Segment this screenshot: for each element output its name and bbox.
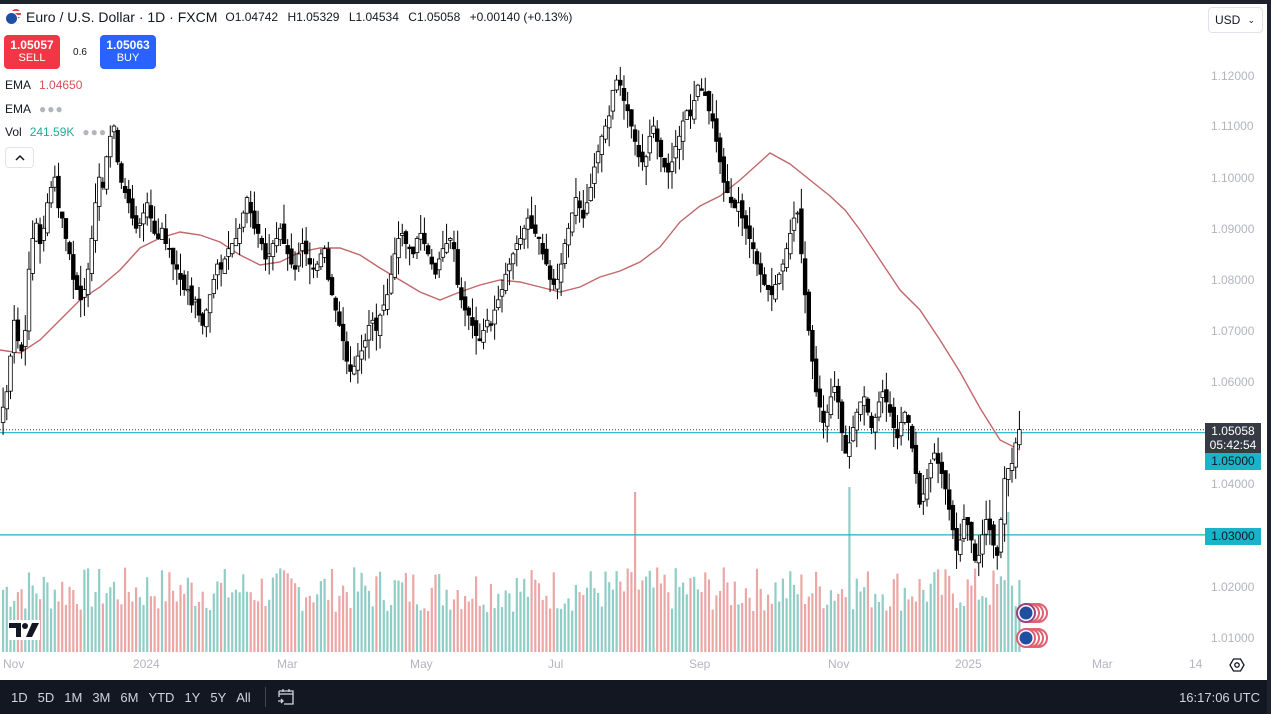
time-tick: 2024 [133, 657, 160, 671]
bottom-toolbar: 1D 5D 1M 3M 6M YTD 1Y 5Y All 16:17:06 UT… [0, 680, 1267, 714]
tradingview-logo[interactable] [8, 620, 40, 640]
range-6m-button[interactable]: 6M [120, 689, 139, 705]
top-bar [0, 0, 1271, 4]
open-value: O1.04742 [225, 10, 279, 24]
range-5d-button[interactable]: 5D [37, 689, 55, 705]
level-tag-1[interactable]: 1.05000 [1205, 453, 1261, 470]
range-all-button[interactable]: All [236, 689, 251, 705]
ema-label: EMA [5, 78, 32, 92]
price-tick: 1.10000 [1211, 171, 1255, 185]
buy-price: 1.05063 [106, 38, 150, 52]
bar-countdown: 05:42:54 [1209, 438, 1257, 452]
settings-hexagon-icon [1229, 658, 1245, 672]
more-icon[interactable]: ●●● [82, 125, 108, 139]
chevron-down-icon: ⌄ [1247, 15, 1255, 25]
price-tick: 1.02000 [1211, 580, 1255, 594]
volume-label: Vol [5, 125, 22, 139]
time-tick: Jul [548, 657, 564, 671]
ema-value: 1.04650 [39, 78, 83, 92]
go-to-date-button[interactable] [276, 687, 296, 707]
chevron-up-icon [14, 154, 25, 161]
change-value: +0.00140 (+0.13%) [469, 10, 573, 24]
time-tick: Mar [1092, 657, 1113, 671]
time-tick: 2025 [955, 657, 982, 671]
event-markers[interactable] [1012, 600, 1050, 652]
eur-usd-flag-icon [5, 9, 21, 25]
price-tick: 1.06000 [1211, 375, 1255, 389]
sell-price: 1.05057 [10, 38, 54, 52]
time-tick: Sep [689, 657, 711, 671]
low-value: L1.04534 [348, 10, 399, 24]
symbol-legend: Euro / U.S. Dollar · 1D · FXCM O1.04742 … [5, 9, 578, 25]
price-tick: 1.09000 [1211, 222, 1255, 236]
economic-event-icon [1016, 628, 1048, 648]
candlestick-chart[interactable] [0, 0, 1205, 652]
symbol-title[interactable]: Euro / U.S. Dollar · 1D · FXCM [26, 9, 218, 25]
close-value: C1.05058 [408, 10, 461, 24]
sell-label: SELL [18, 52, 46, 64]
range-5y-button[interactable]: 5Y [210, 689, 227, 705]
range-1d-button[interactable]: 1D [11, 689, 28, 705]
ema-legend-1[interactable]: EMA 1.04650 [5, 78, 82, 92]
chart-settings-button[interactable] [1229, 657, 1245, 673]
price-tick: 1.04000 [1211, 477, 1255, 491]
last-price-tag: 1.05058 05:42:54 [1205, 423, 1261, 453]
last-price: 1.05058 [1211, 424, 1255, 438]
ema-label: EMA [5, 102, 32, 116]
ohlc-values: O1.04742 H1.05329 L1.04534 C1.05058 +0.0… [225, 10, 578, 24]
time-tick: 14 [1189, 657, 1203, 671]
high-value: H1.05329 [287, 10, 340, 24]
range-1m-button[interactable]: 1M [64, 689, 83, 705]
range-ytd-button[interactable]: YTD [148, 689, 175, 705]
time-tick: Nov [3, 657, 25, 671]
price-tick: 1.07000 [1211, 324, 1255, 338]
time-tick: Mar [277, 657, 298, 671]
level-tag-2[interactable]: 1.03000 [1205, 528, 1261, 545]
spread-value: 0.6 [73, 46, 87, 58]
price-tick: 1.11000 [1211, 119, 1254, 133]
price-tick: 1.08000 [1211, 273, 1255, 287]
time-tick: Nov [828, 657, 850, 671]
calendar-goto-icon [277, 689, 294, 705]
currency-select[interactable]: USD ⌄ [1208, 7, 1263, 33]
price-tick: 1.01000 [1211, 631, 1255, 645]
sell-button[interactable]: 1.05057 SELL [4, 35, 60, 69]
tradingview-logo-icon [8, 620, 40, 640]
utc-clock[interactable]: 16:17:06 UTC [1179, 690, 1260, 705]
range-3m-button[interactable]: 3M [92, 689, 111, 705]
range-1y-button[interactable]: 1Y [184, 689, 201, 705]
economic-event-icon [1016, 603, 1048, 623]
window-border [1267, 0, 1271, 714]
trade-panel: 1.05057 SELL 0.6 1.05063 BUY [4, 35, 156, 69]
price-tick: 1.12000 [1211, 69, 1255, 83]
volume-legend[interactable]: Vol 241.59K ●●● [5, 125, 107, 139]
buy-button[interactable]: 1.05063 BUY [100, 35, 156, 69]
volume-value: 241.59K [29, 125, 75, 139]
currency-value: USD [1215, 13, 1241, 27]
toolbar-divider [264, 687, 266, 707]
collapse-legend-button[interactable] [5, 147, 34, 168]
ema-legend-2[interactable]: EMA ●●● [5, 102, 64, 116]
buy-label: BUY [116, 52, 140, 64]
time-tick: May [410, 657, 433, 671]
more-icon[interactable]: ●●● [39, 102, 64, 116]
